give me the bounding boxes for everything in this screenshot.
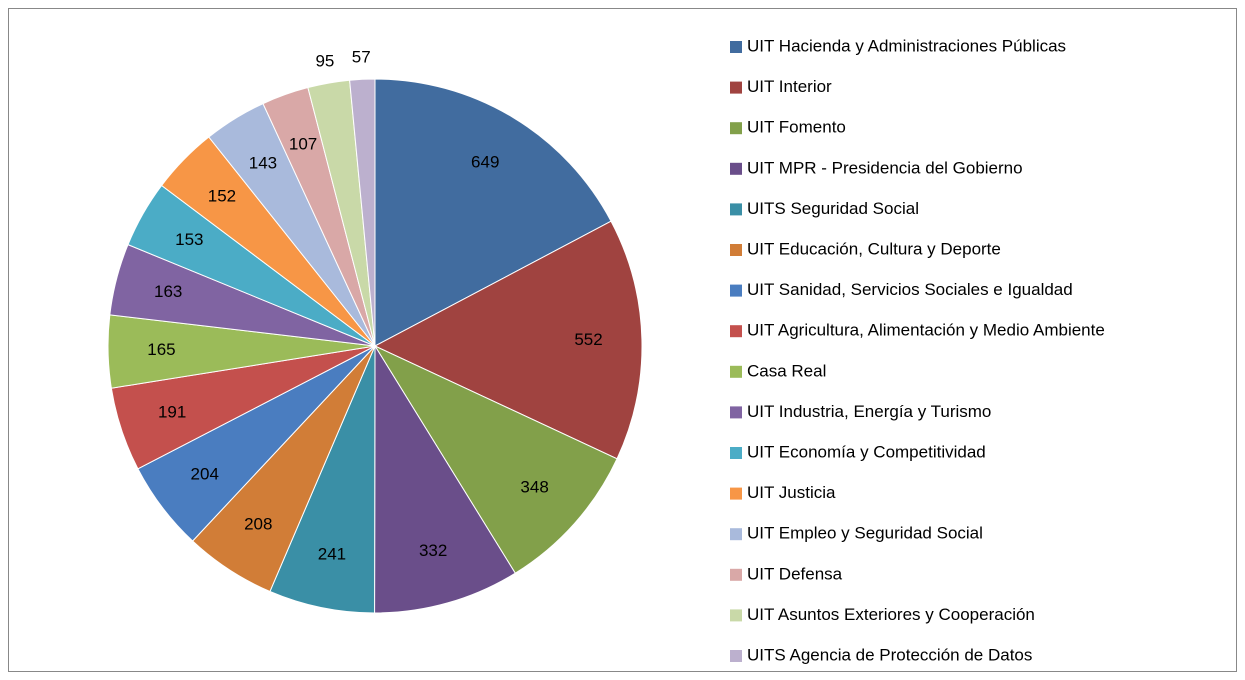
pie-slice [373,344,618,574]
legend-label: UIT Justicia [747,483,836,502]
data-label: 241 [318,545,346,564]
legend-swatch [730,284,742,297]
legend-label: UIT Agricultura, Alimentación y Medio Am… [747,321,1105,340]
legend-label: UITS Agencia de Protección de Datos [747,645,1032,664]
legend-swatch [730,41,742,53]
legend-swatch [730,203,742,216]
legend-label: UIT Industria, Energía y Turismo [747,402,991,421]
legend-label: UIT Fomento [747,118,846,137]
legend-label: UITS Seguridad Social [747,199,919,218]
legend-label: Casa Real [747,361,826,380]
legend-label: UIT Interior [747,77,832,96]
legend-label: UIT Educación, Cultura y Deporte [747,239,1001,258]
legend-swatch [730,162,742,175]
data-label: 165 [147,340,175,359]
legend-swatch [730,447,742,459]
data-label: 153 [175,230,203,249]
legend-label: UIT Empleo y Seguridad Social [747,524,983,543]
pie-slice [373,220,643,460]
pie-slice [374,344,516,614]
legend-swatch [730,528,742,541]
pie-slice [349,78,376,347]
data-label: 348 [520,477,548,496]
legend-swatch [730,650,742,662]
data-label: 152 [208,186,236,205]
legend-swatch [730,244,742,256]
pie-slice [374,78,612,347]
legend-swatch [730,406,742,419]
data-label: 191 [158,402,186,421]
data-label: 143 [249,154,277,173]
data-label: 163 [154,282,182,301]
legend-label: UIT Sanidad, Servicios Sociales e Iguald… [747,280,1073,299]
data-label: 95 [315,52,334,71]
legend-label: UIT MPR - Presidencia del Gobierno [747,158,1023,177]
data-label: 332 [419,541,447,560]
legend-swatch [730,122,742,135]
legend-label: UIT Defensa [747,564,843,583]
legend-label: UIT Asuntos Exteriores y Cooperación [747,605,1035,624]
legend-swatch [730,81,742,94]
data-label: 204 [191,464,219,483]
legend-swatch [730,609,742,622]
legend-label: UIT Hacienda y Administraciones Públicas [747,36,1066,55]
data-label: 552 [574,330,602,349]
legend-label: UIT Economía y Competitividad [747,442,986,461]
data-label: 107 [289,134,317,153]
legend-swatch [730,365,742,378]
data-label: 57 [352,47,371,66]
legend-swatch [730,487,742,500]
data-label: 208 [244,514,272,533]
data-label: 649 [471,153,499,172]
legend-swatch [730,568,742,581]
legend-swatch [730,325,742,338]
